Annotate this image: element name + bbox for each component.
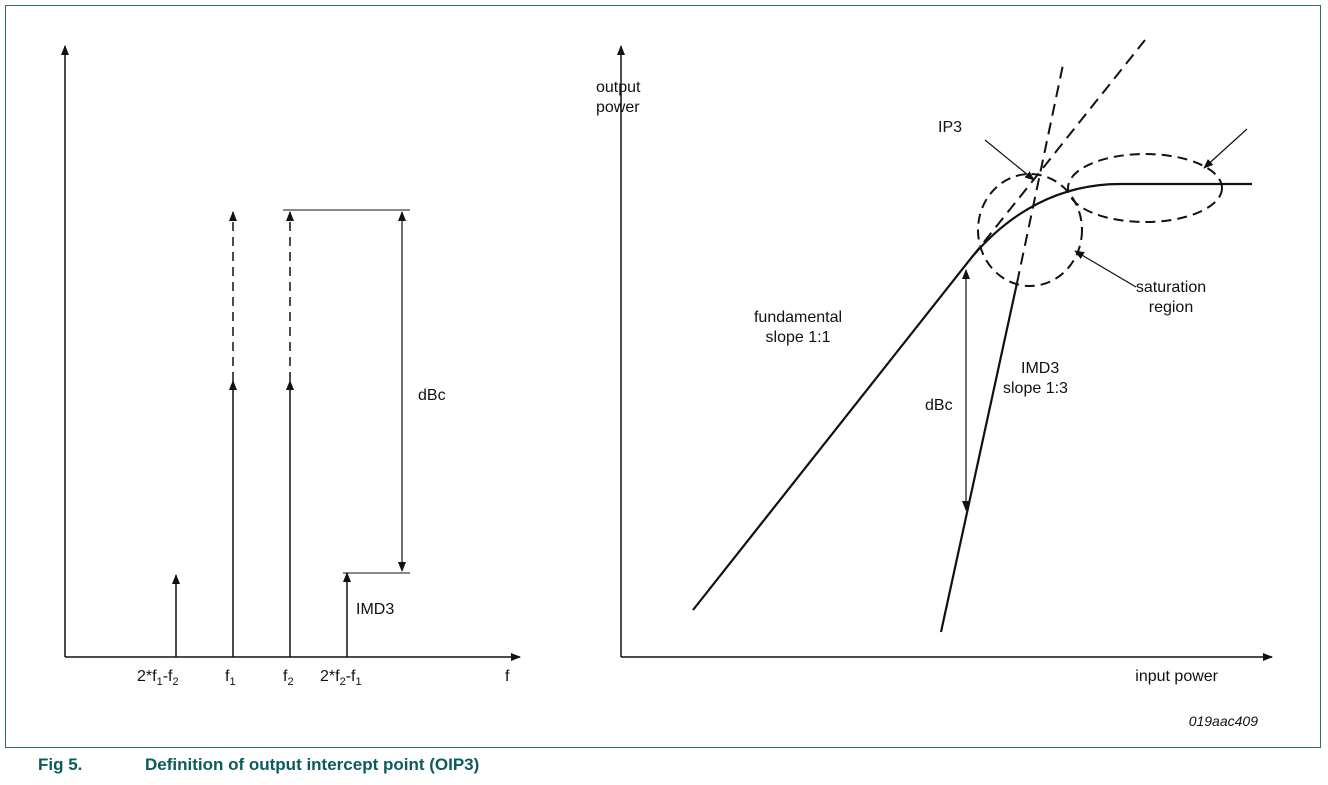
- saturation-pointer-upper: [1203, 128, 1248, 169]
- fundamental-extrapolation-dashed: [971, 39, 1146, 258]
- fundamental-response-curve: [692, 182, 1252, 611]
- ip3-label: IP3: [938, 119, 962, 136]
- imd3-slope-label: IMD3 slope 1:3: [1003, 360, 1068, 397]
- tick-label-imd-low: 2*f1-f2: [137, 668, 179, 688]
- imd3-response-line: [939, 282, 1019, 633]
- fundamental-label: fundamental slope 1:1: [754, 309, 842, 346]
- figure-id: 019aac409: [1189, 713, 1259, 729]
- left-x-axis-label: f: [505, 668, 510, 685]
- right-panel: [617, 39, 1273, 661]
- saturation-label: saturation region: [1136, 279, 1206, 316]
- saturation-ellipse: [1067, 153, 1223, 223]
- ip3-circle: [977, 173, 1083, 287]
- y-axis-label-right: output power: [596, 79, 641, 116]
- imd3-label-left: IMD3: [356, 601, 394, 618]
- caption-title: Definition of output intercept point (OI…: [145, 755, 480, 774]
- tick-label-f1: f1: [225, 668, 236, 688]
- tick-label-f2: f2: [283, 668, 294, 688]
- oip3-diagram: dBc IMD3 f 2*f1-f2 f1 f2 2*f2-f1 output p…: [61, 39, 1273, 729]
- left-panel: [61, 45, 521, 661]
- figure-frame: [5, 5, 1321, 748]
- dbc-label-right: dBc: [925, 397, 953, 414]
- x-axis-label-right: input power: [1135, 668, 1218, 685]
- saturation-pointer-lower: [1074, 250, 1137, 288]
- caption-number: Fig 5.: [38, 755, 83, 774]
- ip3-pointer: [984, 139, 1035, 181]
- dbc-label-left: dBc: [418, 387, 446, 404]
- figure-caption: Fig 5. Definition of output intercept poi…: [38, 755, 479, 775]
- tick-label-imd-high: 2*f2-f1: [320, 668, 362, 688]
